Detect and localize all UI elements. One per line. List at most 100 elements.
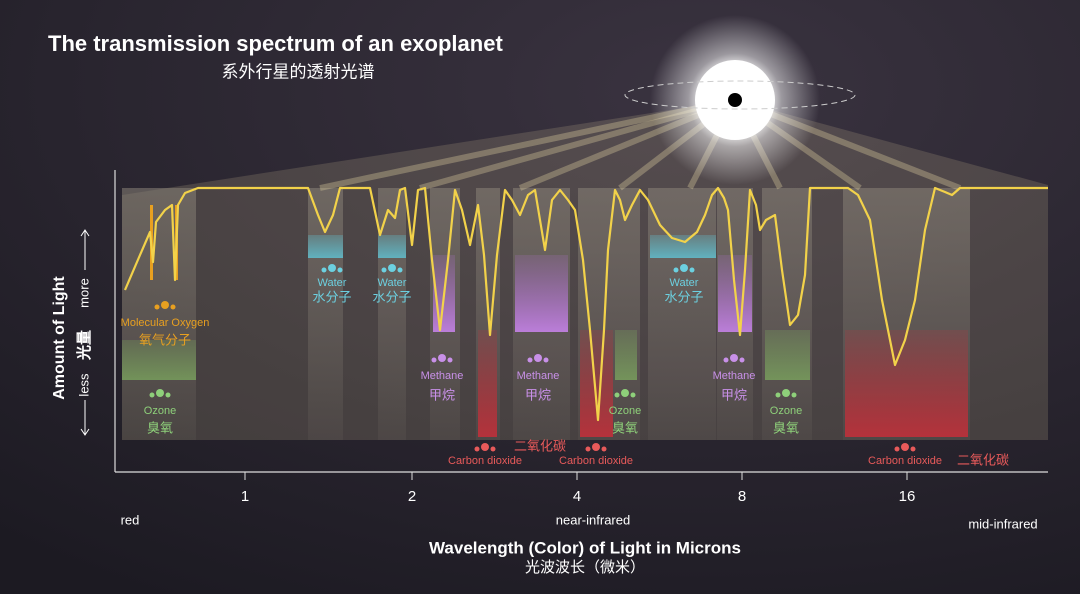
molecule-band: [580, 330, 613, 437]
atom: [592, 443, 600, 451]
molecule-name-zh: 甲烷: [429, 387, 455, 402]
molecule-icon: [585, 443, 607, 452]
x-region-label: near-infrared: [556, 512, 630, 527]
y-arrows: [80, 229, 90, 436]
molecule-name-zh: 臭氧: [612, 420, 638, 435]
molecule-icon: [723, 354, 745, 363]
atom: [630, 392, 636, 398]
molecule-icon: [381, 264, 403, 273]
molecule-name: Water: [318, 277, 347, 289]
molecule-band: [122, 340, 196, 380]
molecule-icon: [527, 354, 549, 363]
atom: [534, 354, 542, 362]
atom: [601, 446, 607, 452]
molecule-name-zh: 水分子: [664, 289, 703, 304]
atom: [782, 389, 790, 397]
atom: [673, 267, 679, 273]
molecule-icon: [894, 443, 916, 452]
molecule-name-zh: 甲烷: [721, 387, 747, 402]
atom: [894, 446, 900, 452]
atom: [161, 301, 169, 309]
atom: [388, 264, 396, 272]
atom: [527, 357, 533, 363]
molecule-name-zh: 二氧化碳: [514, 438, 566, 453]
atom: [543, 357, 549, 363]
y-axis-title-zh: 光量: [75, 330, 93, 361]
molecule-name: Carbon dioxide: [448, 455, 522, 467]
molecule-icon: [431, 354, 453, 363]
molecule-icon: [775, 389, 797, 398]
molecule-icon: [614, 389, 636, 398]
exoplanet: [728, 93, 742, 107]
atom: [474, 446, 480, 452]
molecule-name: Methane: [421, 370, 464, 382]
molecule-name: Molecular Oxygen: [121, 317, 210, 329]
x-tick-label: 16: [899, 488, 916, 505]
atom: [170, 304, 176, 310]
x-axis-title: Wavelength (Color) of Light in Microns: [429, 538, 741, 557]
spectrum-curve: [123, 186, 1048, 422]
x-region-label: red: [121, 512, 140, 527]
bands: [122, 188, 970, 440]
atom: [723, 357, 729, 363]
molecule-name: Water: [378, 277, 407, 289]
absorption-band: [762, 188, 812, 440]
atom: [791, 392, 797, 398]
molecule-name: Methane: [517, 370, 560, 382]
atom: [431, 357, 437, 363]
atom: [328, 264, 336, 272]
x-tick-label: 1: [241, 488, 249, 505]
atom: [775, 392, 781, 398]
atom: [321, 267, 327, 273]
molecule-name: Ozone: [770, 405, 802, 417]
molecule-icon: [474, 443, 496, 452]
atom: [154, 304, 160, 310]
atom: [397, 267, 403, 273]
molecule-band: [308, 235, 343, 258]
y-low-label: less: [76, 373, 91, 397]
atom: [621, 389, 629, 397]
atom: [680, 264, 688, 272]
molecule-name-zh: 甲烷: [525, 387, 551, 402]
atom: [614, 392, 620, 398]
molecule-name-zh: 二氧化碳: [957, 452, 1009, 467]
molecule-band: [515, 255, 568, 332]
atom: [730, 354, 738, 362]
subtitle: 系外行星的透射光谱: [222, 62, 375, 81]
molecule-name: Ozone: [144, 405, 176, 417]
atom: [490, 446, 496, 452]
molecule-icon: [154, 301, 176, 310]
molecule-name-zh: 氧气分子: [139, 332, 191, 347]
molecule-name-zh: 臭氧: [773, 420, 799, 435]
x-tick-label: 8: [738, 488, 746, 505]
y-axis-title: Amount of Light: [51, 276, 68, 400]
absorption-band: [308, 188, 343, 440]
atom: [156, 389, 164, 397]
molecule-band: [478, 330, 497, 437]
molecule-icon: [149, 389, 171, 398]
molecule-band: [615, 330, 637, 380]
atom: [689, 267, 695, 273]
atom: [481, 443, 489, 451]
title: The transmission spectrum of an exoplane…: [48, 31, 503, 56]
x-tick-label: 2: [408, 488, 416, 505]
y-high-label: more: [76, 278, 91, 308]
molecule-name: Water: [670, 277, 699, 289]
molecule-name-zh: 臭氧: [147, 420, 173, 435]
molecule-band: [378, 235, 406, 258]
molecule-band: [845, 330, 968, 437]
x-region-label: mid-infrared: [968, 516, 1037, 531]
atom: [337, 267, 343, 273]
atom: [447, 357, 453, 363]
absorption-band: [648, 188, 716, 440]
molecule-band: [765, 330, 810, 380]
atom: [901, 443, 909, 451]
molecule-band: [650, 235, 716, 258]
absorption-band: [122, 188, 196, 440]
atom: [585, 446, 591, 452]
molecule-name-zh: 水分子: [312, 289, 351, 304]
molecule-name-zh: 水分子: [372, 289, 411, 304]
molecule-name: Carbon dioxide: [868, 455, 942, 467]
atom: [438, 354, 446, 362]
